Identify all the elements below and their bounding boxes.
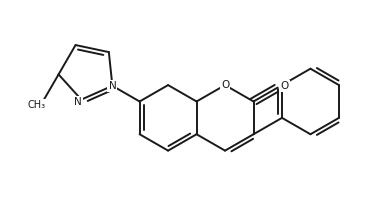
Text: N: N (108, 81, 116, 91)
Text: CH₃: CH₃ (27, 100, 45, 110)
Text: N: N (74, 97, 82, 107)
Text: O: O (221, 80, 229, 90)
Text: O: O (281, 81, 289, 91)
